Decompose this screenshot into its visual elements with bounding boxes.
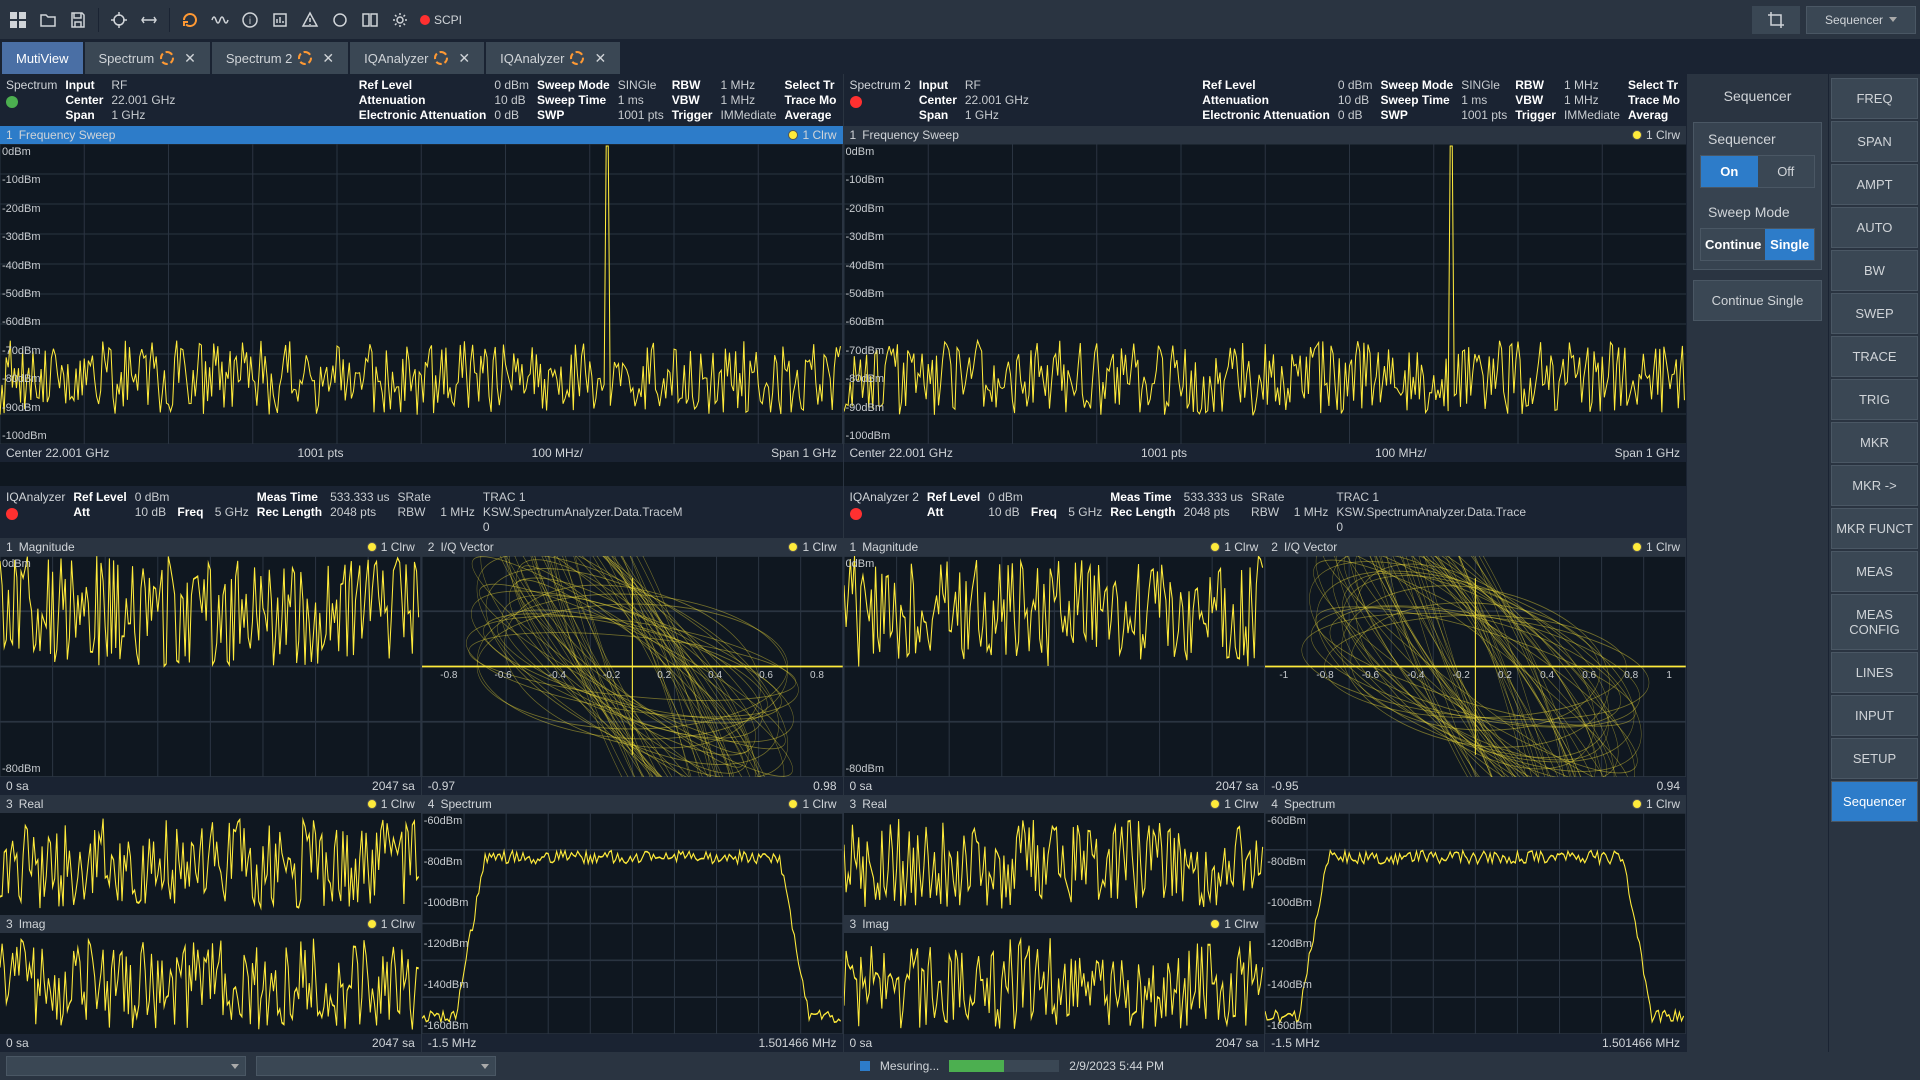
scpi-label: SCPI [434, 13, 462, 27]
sequencer-dropdown-label: Sequencer [1825, 13, 1883, 27]
fkey-meas[interactable]: MEAS [1831, 551, 1918, 592]
meas-name: IQAnalyzer [6, 490, 65, 504]
sweep-mode-toggle: Continue Single [1700, 228, 1815, 261]
sequencer-panel: Sequencer Sequencer On Off Sweep Mode Co… [1686, 74, 1828, 1052]
scpi-dot-icon [420, 15, 430, 25]
fkey-mkr-funct[interactable]: MKR FUNCT [1831, 508, 1918, 549]
datetime-label: 2/9/2023 5:44 PM [1069, 1059, 1164, 1073]
fkey-input[interactable]: INPUT [1831, 695, 1918, 736]
main-toolbar: i SCPI Sequencer [0, 0, 1920, 40]
sequencer-toggle: On Off [1700, 155, 1815, 188]
tab-label: Spectrum [99, 51, 155, 66]
fkey-freq[interactable]: FREQ [1831, 78, 1918, 119]
spectrum-chart-1: 1Frequency Sweep 1 Clrw 0dBm-10dBm-20dBm… [844, 126, 1687, 486]
iq-header-0: IQAnalyzer Ref LevelAtt 0 dBm10 dB Freq … [0, 486, 844, 538]
close-icon[interactable]: ✕ [458, 50, 470, 67]
fkey-mkr-[interactable]: MKR -> [1831, 465, 1918, 506]
sequencer-group-title: Sequencer [1700, 131, 1815, 147]
tab-iqanalyzer[interactable]: IQAnalyzer ✕ [350, 42, 484, 74]
spectrum-header-1: Spectrum 2 InputCenterSpan RF22.001 GHz1… [844, 74, 1687, 126]
svg-text:i: i [249, 16, 251, 27]
iq-charts-1: 1Magnitude1 Clrw 0dBm-80dBm 0 sa2047 sa … [844, 538, 1687, 1052]
meas-name: Spectrum [6, 78, 57, 92]
target-icon[interactable] [105, 6, 133, 34]
tab-label: IQAnalyzer [364, 51, 428, 66]
book-icon[interactable] [356, 6, 384, 34]
spinner-icon [160, 51, 174, 65]
sequencer-dropdown[interactable]: Sequencer [1806, 6, 1916, 34]
fkey-sequencer[interactable]: Sequencer [1831, 781, 1918, 822]
sequencer-off-button[interactable]: Off [1758, 156, 1815, 187]
fkey-mkr[interactable]: MKR [1831, 422, 1918, 463]
tab-iqanalyzer[interactable]: IQAnalyzer ✕ [486, 42, 620, 74]
refresh-icon[interactable] [176, 6, 204, 34]
spinner-icon [298, 51, 312, 65]
close-icon[interactable]: ✕ [184, 50, 196, 67]
tab-mutiview[interactable]: MutiView [2, 42, 83, 74]
crop-icon[interactable] [1752, 6, 1800, 34]
progress-bar [949, 1060, 1059, 1072]
continue-button[interactable]: Continue [1701, 229, 1765, 260]
spectrum-header-0: Spectrum InputCenterSpan RF22.001 GHz1 G… [0, 74, 844, 126]
close-icon[interactable]: ✕ [322, 50, 334, 67]
fkey-trig[interactable]: TRIG [1831, 379, 1918, 420]
spinner-icon [570, 51, 584, 65]
function-keys-panel: FREQSPANAMPTAUTOBWSWEPTRACETRIGMKRMKR ->… [1828, 74, 1920, 1052]
tab-bar: MutiViewSpectrum✕Spectrum 2✕IQAnalyzer✕I… [0, 40, 1920, 74]
sequencer-panel-title: Sequencer [1687, 74, 1828, 118]
status-dot-icon [860, 1061, 870, 1071]
fkey-auto[interactable]: AUTO [1831, 207, 1918, 248]
status-combo-1[interactable] [6, 1056, 246, 1076]
data-icon[interactable] [266, 6, 294, 34]
iq-header-1: IQAnalyzer 2 Ref LevelAtt 0 dBm10 dB Fre… [844, 486, 1687, 538]
fkey-lines[interactable]: LINES [1831, 652, 1918, 693]
fkey-trace[interactable]: TRACE [1831, 336, 1918, 377]
spectrum-chart-0: 1Frequency Sweep 1 Clrw 0dBm-10dBm-20dBm… [0, 126, 844, 486]
fkey-swep[interactable]: SWEP [1831, 293, 1918, 334]
gear-icon[interactable] [386, 6, 414, 34]
info-icon[interactable]: i [236, 6, 264, 34]
fkey-bw[interactable]: BW [1831, 250, 1918, 291]
single-button[interactable]: Single [1765, 229, 1814, 260]
meas-name: Spectrum 2 [850, 78, 911, 92]
spinner-icon [434, 51, 448, 65]
sequencer-on-button[interactable]: On [1701, 156, 1758, 187]
close-icon[interactable]: ✕ [594, 50, 606, 67]
status-dot-icon [6, 508, 18, 520]
wave-icon[interactable] [206, 6, 234, 34]
status-bar: Mesuring... 2/9/2023 5:44 PM [0, 1052, 1920, 1080]
fkey-setup[interactable]: SETUP [1831, 738, 1918, 779]
windows-icon[interactable] [4, 6, 32, 34]
workspace: Spectrum InputCenterSpan RF22.001 GHz1 G… [0, 74, 1686, 1052]
tab-label: MutiView [16, 51, 69, 66]
meas-name: IQAnalyzer 2 [850, 490, 919, 504]
status-dot-icon [6, 96, 18, 108]
fkey-span[interactable]: SPAN [1831, 121, 1918, 162]
scpi-indicator: SCPI [420, 13, 462, 27]
measuring-label: Mesuring... [880, 1059, 939, 1073]
stretch-icon[interactable] [135, 6, 163, 34]
continue-single-button[interactable]: Continue Single [1693, 280, 1822, 321]
fkey-ampt[interactable]: AMPT [1831, 164, 1918, 205]
chevron-down-icon [1889, 17, 1897, 22]
loop-icon[interactable] [326, 6, 354, 34]
tab-spectrum-2[interactable]: Spectrum 2 ✕ [212, 42, 348, 74]
status-dot-icon [850, 96, 862, 108]
save-icon[interactable] [64, 6, 92, 34]
warning-icon[interactable] [296, 6, 324, 34]
tab-label: Spectrum 2 [226, 51, 292, 66]
status-dot-icon [850, 508, 862, 520]
fkey-meas-config[interactable]: MEAS CONFIG [1831, 594, 1918, 650]
open-icon[interactable] [34, 6, 62, 34]
status-combo-2[interactable] [256, 1056, 496, 1076]
iq-charts-0: 1Magnitude1 Clrw 0dBm-80dBm 0 sa2047 sa … [0, 538, 844, 1052]
tab-label: IQAnalyzer [500, 51, 564, 66]
sweep-mode-title: Sweep Mode [1700, 204, 1815, 220]
tab-spectrum[interactable]: Spectrum ✕ [85, 42, 210, 74]
